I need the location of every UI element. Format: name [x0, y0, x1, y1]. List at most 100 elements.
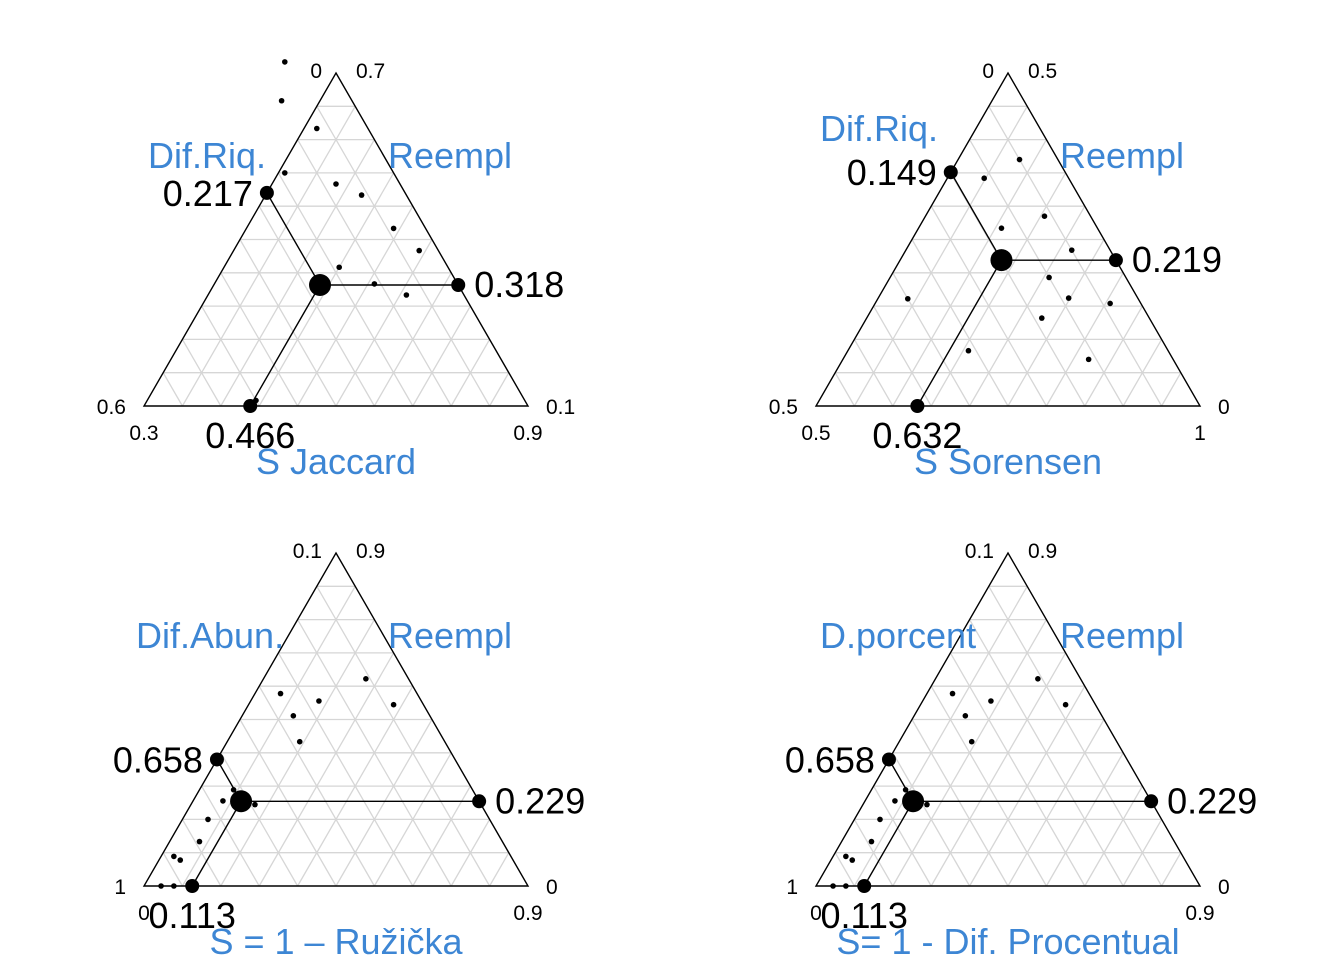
axis-marker: [1108, 253, 1123, 268]
mean-reempl-label: 0.219: [1132, 239, 1222, 280]
projection-line: [863, 800, 914, 887]
data-point: [390, 701, 397, 708]
data-point: [277, 690, 284, 697]
axis-marker: [209, 752, 224, 767]
projection-line: [266, 192, 321, 286]
data-point: [333, 181, 339, 187]
axis-marker: [910, 399, 925, 413]
axis-marker: [1144, 794, 1159, 809]
tick-label: 0.1: [965, 540, 994, 563]
triangle-frame: [142, 71, 530, 407]
tick-label: 0.1: [293, 540, 322, 563]
data-point: [290, 713, 297, 719]
data-point: [1068, 247, 1075, 253]
data-point: [1062, 701, 1069, 708]
data-point: [998, 225, 1005, 231]
chart-title: S Jaccard: [256, 441, 416, 482]
data-point: [1046, 274, 1052, 281]
tick-label: 0.9: [513, 422, 542, 445]
data-point: [843, 883, 849, 889]
axis-marker: [857, 879, 872, 893]
projection-line: [249, 284, 321, 407]
data-point: [868, 838, 875, 845]
projection-line: [950, 171, 1003, 261]
tick-label: 0: [546, 876, 558, 899]
data-point: [843, 853, 849, 860]
axis-marker: [185, 879, 200, 893]
tick-label: 0: [1218, 876, 1230, 899]
data-point: [830, 883, 836, 889]
tick-label: 0.9: [1185, 902, 1214, 925]
left-axis-label: Dif.Riq.: [820, 108, 938, 149]
mean-similarity-label: 0.113: [821, 895, 908, 936]
data-point: [877, 816, 883, 823]
data-point: [196, 838, 203, 845]
data-point: [403, 292, 410, 298]
right-axis-label: Reempl: [1060, 615, 1184, 656]
mean-reempl-label: 0.229: [495, 780, 585, 821]
data-point: [1016, 156, 1023, 163]
mean-reempl-label: 0.318: [474, 264, 564, 305]
ternary-grid: [162, 585, 510, 887]
tick-label: 0.5: [769, 396, 798, 419]
tick-label: 1: [114, 876, 126, 899]
ternary-grid: [162, 105, 510, 407]
mean-similarity-label: 0.632: [872, 415, 962, 456]
data-point: [358, 192, 365, 198]
data-point: [1035, 676, 1041, 682]
mean-dif-label: 0.658: [113, 739, 203, 780]
chart-title: S= 1 - Dif. Procentual: [836, 921, 1179, 960]
data-point: [390, 225, 397, 232]
triangle-frame: [814, 71, 1202, 407]
chart-title: S Sorensen: [914, 441, 1102, 482]
mean-point: [902, 790, 925, 813]
data-point: [981, 175, 987, 182]
tick-label: 0.6: [97, 396, 126, 419]
mean-point: [309, 274, 331, 297]
mean-point: [990, 249, 1013, 272]
axis-marker: [943, 165, 958, 180]
tick-label: 0.9: [356, 540, 385, 563]
triangle-frame: [142, 551, 530, 887]
mean-similarity-label: 0.466: [205, 415, 295, 456]
data-point: [849, 857, 856, 863]
data-point: [282, 170, 288, 176]
tick-label: 0.9: [1028, 540, 1057, 563]
data-point: [968, 738, 975, 745]
tick-label: 0: [138, 902, 150, 925]
tick-label: 0: [1218, 396, 1230, 419]
ternary-grid: [834, 585, 1182, 887]
projection-line: [191, 800, 242, 887]
right-axis-label: Reempl: [388, 615, 512, 656]
tick-label: 0: [310, 60, 322, 83]
axis-marker: [243, 399, 258, 413]
tick-label: 0.3: [129, 422, 158, 445]
data-point: [371, 281, 378, 287]
axis-marker: [259, 185, 274, 200]
data-point: [949, 690, 956, 697]
ternary-grid: [834, 105, 1182, 407]
data-point: [220, 798, 226, 804]
right-axis-label: Reempl: [388, 135, 512, 176]
tick-label: 0.7: [356, 60, 385, 83]
data-point: [316, 698, 322, 704]
tick-label: 0.5: [801, 422, 830, 445]
data-point: [965, 347, 972, 354]
data-point: [924, 801, 930, 808]
data-point: [892, 798, 898, 804]
data-point: [158, 883, 164, 889]
tick-label: 0.5: [1028, 60, 1057, 83]
data-point: [1085, 356, 1092, 363]
data-point: [1038, 315, 1045, 321]
data-point: [205, 816, 211, 823]
right-axis-label: Reempl: [1060, 135, 1184, 176]
data-point: [988, 698, 994, 704]
data-point: [177, 857, 184, 863]
data-point: [1065, 295, 1072, 301]
data-point: [962, 713, 969, 719]
tick-label: 1: [786, 876, 798, 899]
axis-marker: [881, 752, 896, 767]
